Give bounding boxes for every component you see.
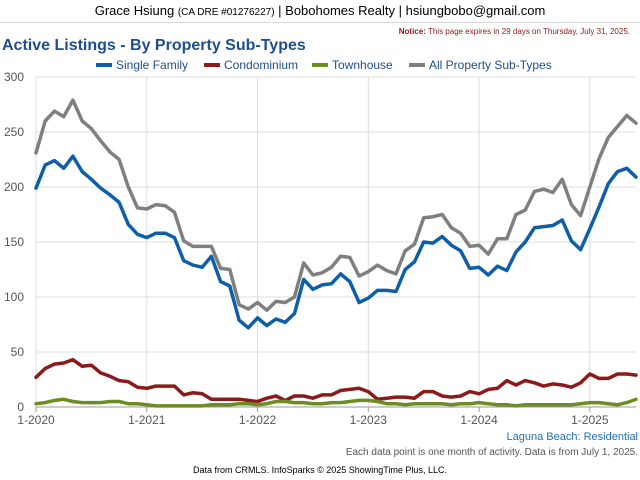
x-tick-label: 1-2020 — [17, 413, 55, 427]
x-tick-label: 1-2022 — [239, 413, 277, 427]
legend-label: Townhouse — [332, 58, 393, 72]
agent-name: Grace Hsiung — [94, 3, 175, 18]
legend-label: Condominium — [224, 58, 298, 72]
y-tick-label: 50 — [11, 345, 25, 359]
y-tick-label: 150 — [4, 235, 24, 249]
series-line-townhouse — [34, 397, 638, 408]
x-tick-label: 1-2025 — [571, 413, 609, 427]
license-number: (CA DRE #01276227) — [177, 7, 275, 18]
chart-grid — [35, 76, 636, 412]
x-axis-ticks: 1-2020 1-2021 1-2022 1-2023 1-2024 1-2025 — [17, 413, 609, 427]
x-tick-label: 1-2021 — [128, 413, 166, 427]
chart-series-lines — [34, 98, 638, 408]
chart-title: Active Listings - By Property Sub-Types — [2, 37, 306, 54]
notice-text: This page expires in 29 days on Thursday… — [425, 27, 630, 36]
notice-label: Notice: — [398, 27, 426, 36]
chart-subtitle: Laguna Beach: Residential — [507, 431, 638, 443]
legend-label: All Property Sub-Types — [429, 58, 552, 72]
data-source-footer: Data from CRMLS. InfoSparks © 2025 Showi… — [193, 465, 447, 475]
agent-header: Grace Hsiung (CA DRE #01276227) | Boboho… — [0, 0, 640, 23]
chart-legend: Single Family Condominium Townhouse All Pro… — [96, 58, 552, 72]
y-tick-label: 250 — [4, 125, 24, 139]
legend-label: Single Family — [116, 58, 188, 72]
separator: | — [395, 3, 406, 18]
series-line-all-property-sub-types — [34, 98, 638, 312]
separator: | — [274, 3, 286, 18]
y-tick-label: 100 — [4, 290, 24, 304]
x-tick-label: 1-2023 — [350, 413, 388, 427]
x-tick-label: 1-2024 — [460, 413, 498, 427]
brokerage-name: Bobohomes Realty — [285, 3, 395, 18]
agent-email: hsiungbobo@gmail.com — [405, 3, 546, 18]
expiry-notice: Notice: This page expires in 29 days on … — [399, 27, 630, 36]
y-tick-label: 200 — [4, 180, 24, 194]
y-tick-label: 300 — [4, 70, 24, 84]
series-line-single-family — [34, 154, 638, 330]
y-tick-label: 0 — [17, 400, 24, 414]
chart-note: Each data point is one month of activity… — [346, 447, 638, 458]
series-line-condominium — [34, 357, 638, 404]
y-axis-ticks: 0 50 100 150 200 250 300 — [4, 70, 24, 414]
